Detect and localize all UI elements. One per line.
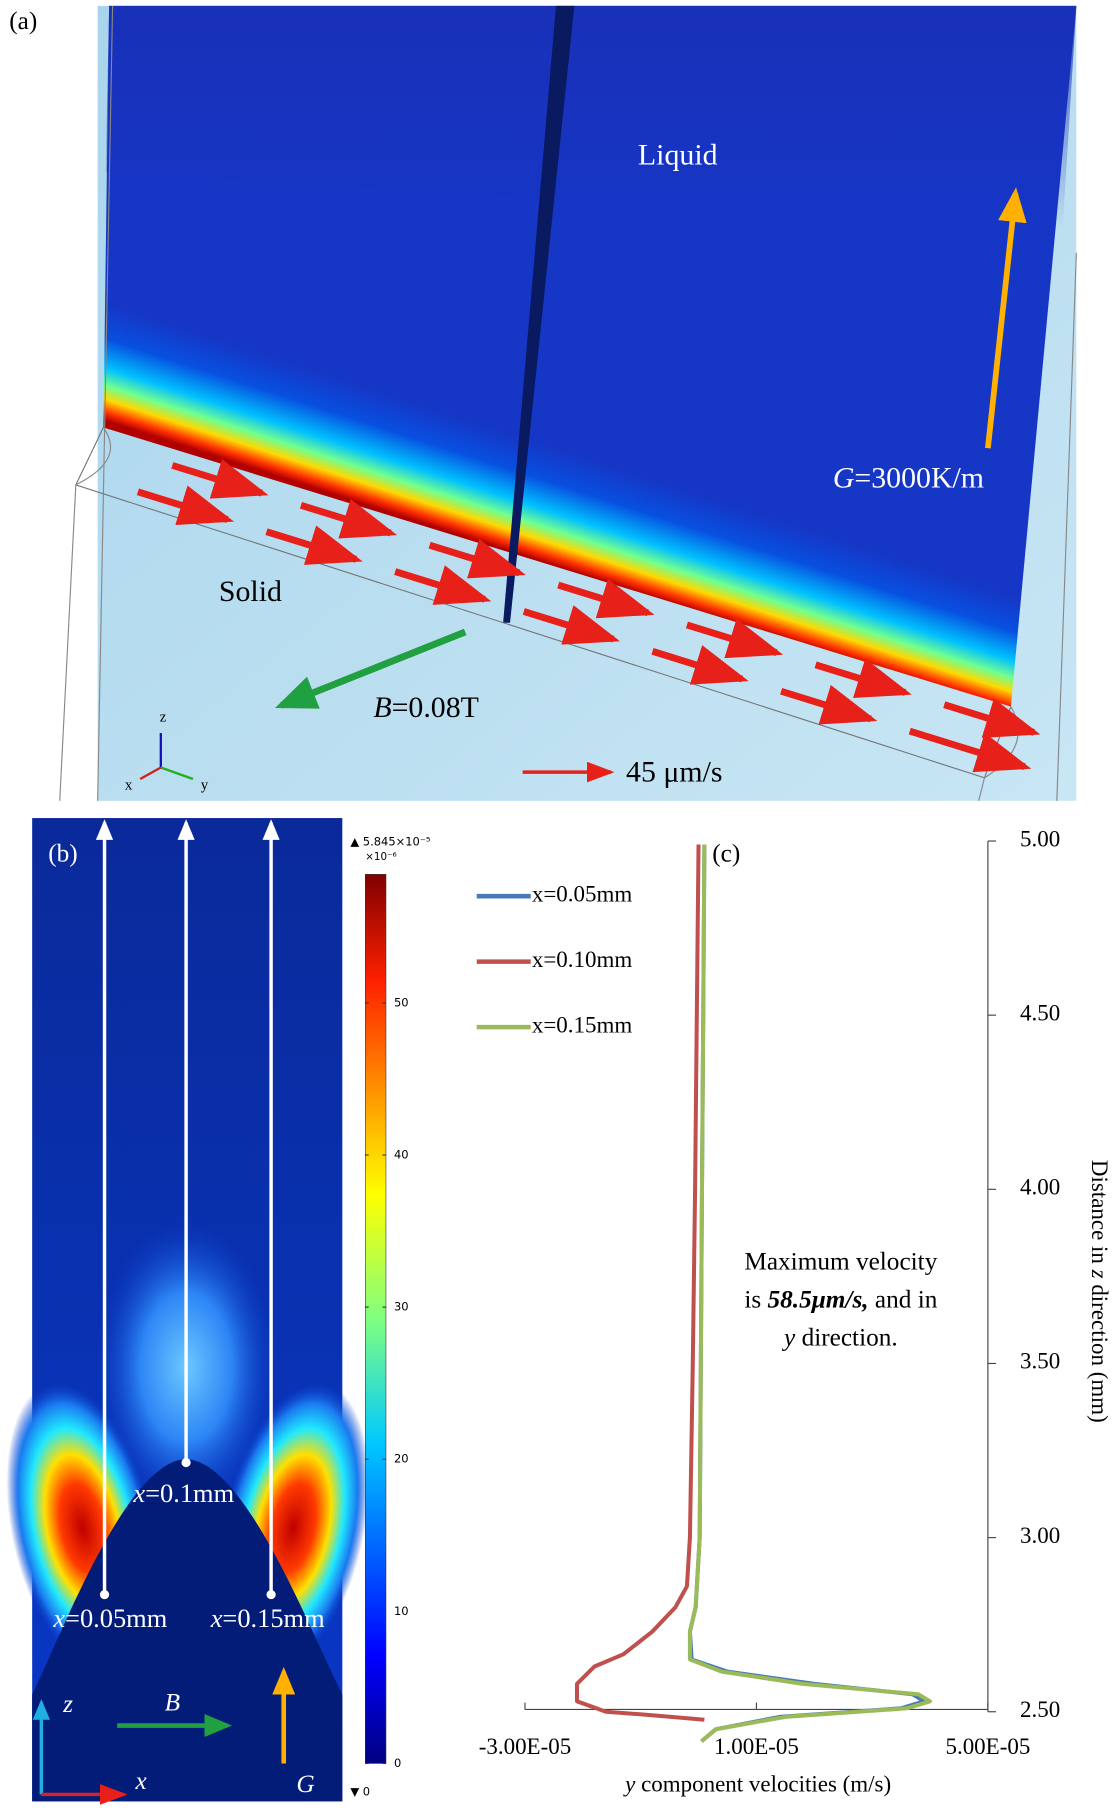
emphasis: 58.5μm/s, [768, 1285, 869, 1313]
flow-arrow [814, 658, 912, 699]
x-tick-label: 1.00E-05 [714, 1734, 799, 1759]
colorbar-tick-label: 50 [394, 995, 409, 1009]
colorbar: ▲ 5.845×10⁻⁵ ×10⁻⁶ ▼ 0 0 10 20 30 40 50 [350, 835, 431, 1799]
y-tick-label: 5.00 [1020, 826, 1060, 851]
legend-label: x=0.10mm [532, 947, 632, 972]
triad-z: z [160, 710, 167, 726]
symbol: y [781, 1323, 796, 1351]
symbol: G [833, 461, 855, 494]
symbol: x [52, 1603, 65, 1633]
y-tick-label: 4.50 [1020, 1000, 1060, 1025]
y-tick-label: 3.50 [1020, 1349, 1060, 1374]
colorbar-tick-label: 0 [394, 1756, 401, 1770]
solid-label: Solid [219, 575, 282, 608]
gradient-label: G [296, 1770, 314, 1798]
symbol: B [373, 691, 391, 724]
colorbar-tick-label: 30 [394, 1300, 409, 1314]
panel-b: (b) x=0.05mm x=0.1mm x=0.15mm z x B G ▲ … [6, 818, 431, 1805]
x-tick-label: -3.00E-05 [479, 1734, 572, 1759]
value: =0.08T [392, 691, 479, 724]
colorbar-tick-label: 10 [394, 1604, 409, 1618]
y-tick-label: 3.00 [1020, 1523, 1060, 1548]
z-label: z [62, 1690, 73, 1718]
y-tick-label: 4.00 [1020, 1175, 1060, 1200]
y-axis-title: Distance in z direction (mm) [1087, 1160, 1112, 1423]
gradient-arrow [985, 187, 1027, 449]
text: direction (mm) [1087, 1279, 1112, 1423]
panel-label: (a) [9, 7, 37, 35]
x-axis-title: y component velocities (m/s) [623, 1772, 891, 1797]
text: component velocities (m/s) [635, 1772, 891, 1797]
panel-label: (b) [48, 840, 77, 868]
series-line [574, 844, 705, 1722]
flow-arrow [171, 459, 269, 499]
text: and in [869, 1285, 938, 1313]
probe-lines [95, 819, 280, 1595]
colorbar-min: ▼ 0 [350, 1785, 370, 1799]
value: =0.1mm [145, 1478, 234, 1508]
colorbar-tick-label: 20 [394, 1452, 409, 1466]
field-label: B=0.08T [373, 691, 479, 724]
annotation: Maximum velocity [744, 1248, 937, 1276]
series-line [687, 844, 933, 1743]
colorbar-tick-label: 40 [394, 1147, 409, 1161]
y-tick-label: 2.50 [1020, 1697, 1060, 1722]
legend-label: x=0.05mm [532, 881, 632, 906]
legend-label: x=0.15mm [532, 1012, 632, 1037]
liquid-shade [105, 5, 1077, 230]
triad-y: y [201, 777, 209, 793]
symbol: y [623, 1772, 636, 1797]
text: Distance in [1087, 1160, 1112, 1270]
panel-label: (c) [712, 840, 740, 868]
grain-boundary [503, 5, 575, 623]
field-label: B [165, 1689, 180, 1717]
value: =0.05mm [65, 1603, 168, 1633]
x-label: x [135, 1767, 148, 1795]
liquid-label: Liquid [638, 138, 718, 171]
flow-arrow [522, 605, 620, 645]
colorbar-scale [365, 874, 387, 1764]
triad-x: x [125, 777, 133, 793]
solid-region [32, 1459, 343, 1802]
symbol: x [210, 1603, 223, 1633]
text: direction. [795, 1323, 897, 1351]
annotation: is 58.5μm/s, and in [744, 1285, 937, 1313]
flow-arrow [908, 727, 1032, 773]
annotation: y direction. [781, 1323, 898, 1351]
gradient-label: G=3000K/m [833, 461, 984, 494]
value: =3000K/m [854, 461, 984, 494]
probe-label: x=0.05mm [52, 1603, 167, 1633]
field-arrow [275, 628, 467, 709]
colorbar-max: ▲ 5.845×10⁻⁵ [350, 835, 431, 849]
flow-arrow [943, 698, 1041, 738]
flow-arrow [394, 565, 492, 605]
symbol: x [132, 1478, 145, 1508]
flow-arrow [780, 684, 878, 725]
probe-label: x=0.1mm [132, 1478, 234, 1508]
flow-arrow [428, 538, 526, 579]
colorbar-unit: ×10⁻⁶ [365, 851, 396, 863]
panel-a: z x y (a) Liquid Solid G=3000K/m B=0.08T… [9, 5, 1077, 801]
flow-arrow [685, 618, 784, 659]
symbol: z [1087, 1269, 1112, 1279]
flow-arrows [136, 459, 1041, 773]
flow-arrow [651, 645, 749, 685]
scale-label: 45 μm/s [626, 755, 722, 788]
text: is [744, 1285, 767, 1313]
value: =0.15mm [222, 1603, 325, 1633]
probe-label: x=0.15mm [210, 1603, 325, 1633]
panel-c: (c) Maximum velocity is 58.5μm/s, and in… [476, 826, 1112, 1797]
x-tick-label: 5.00E-05 [945, 1734, 1030, 1759]
axis-triad: z x y [125, 710, 209, 794]
flow-arrow [136, 485, 235, 526]
flow-arrow [299, 499, 398, 539]
flow-arrow [265, 525, 363, 565]
flow-arrow [557, 578, 655, 619]
